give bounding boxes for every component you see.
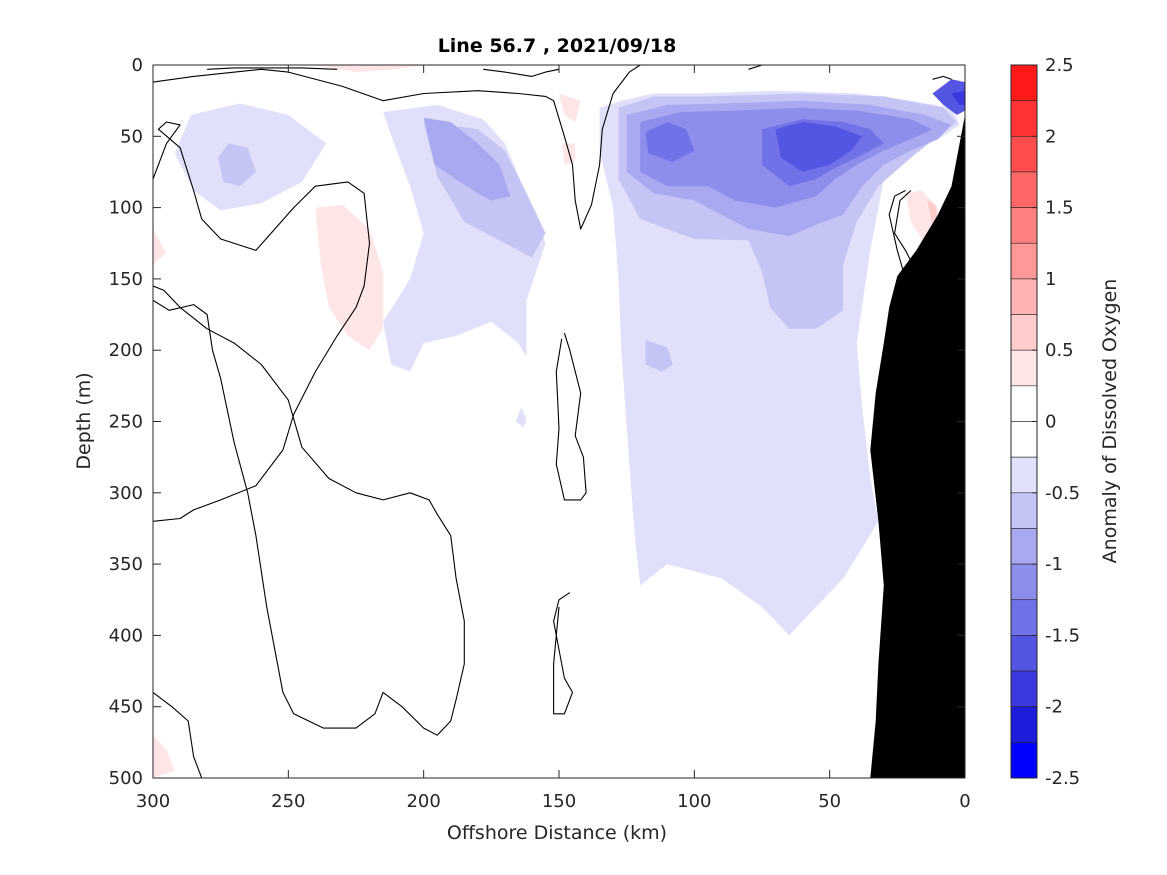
colorbar-level-7	[1010, 314, 1038, 351]
colorbar-level-9	[1010, 385, 1038, 422]
zero-contour-1	[153, 121, 371, 522]
zero-contour-0	[153, 65, 641, 230]
x-axis: 300 250 200 150 100 50 0	[136, 65, 971, 812]
zero-contour-5	[553, 592, 574, 715]
zero-contour-7	[483, 68, 560, 77]
chart-title: Line 56.7 , 2021/09/18	[438, 35, 677, 57]
colorbar-level-13	[1010, 528, 1038, 565]
y-tick-label: 250	[109, 412, 143, 433]
x-tick-label: 150	[542, 791, 576, 812]
anomaly-region-19	[153, 229, 167, 265]
x-tick-label: 300	[136, 791, 170, 812]
anomaly-region-22	[559, 93, 581, 122]
colorbar-tick-label: 2.5	[1045, 55, 1074, 76]
y-tick-label: 150	[109, 269, 143, 290]
colorbar-level-18	[1010, 706, 1038, 743]
anomaly-region-12	[932, 79, 965, 115]
colorbar-tick-label: 0	[1045, 412, 1056, 433]
anomaly-region-4	[423, 117, 511, 201]
colorbar-tick-label: 2	[1045, 126, 1056, 147]
y-tick-label: 350	[109, 554, 143, 575]
colorbar-level-5	[1010, 242, 1038, 280]
x-tick-label: 100	[677, 791, 711, 812]
colorbar-tick-label: -1	[1045, 554, 1063, 575]
zero-contour-9	[932, 75, 952, 80]
colorbar-level-3	[1010, 171, 1038, 208]
x-tick-label: 200	[406, 791, 440, 812]
zero-contour-6	[207, 67, 338, 70]
anomaly-region-16	[315, 204, 384, 351]
plot-area: 300 250 200 150 100 50 0 050100150200250300350…	[109, 55, 971, 812]
colorbar-level-19	[1010, 742, 1038, 779]
y-tick-label: 100	[109, 198, 143, 219]
anomaly-region-18	[927, 200, 938, 225]
y-axis-label: Depth (m)	[73, 372, 95, 469]
x-tick-label: 250	[271, 791, 305, 812]
zero-contour-3	[153, 691, 203, 778]
colorbar-tick-label: -1.5	[1045, 625, 1080, 646]
colorbar-level-6	[1010, 278, 1038, 315]
y-tick-label: 400	[109, 625, 143, 646]
colorbar-level-8	[1010, 349, 1038, 387]
colorbar-level-10	[1010, 421, 1038, 458]
colorbar: 2.5 2 1.5 1 0.5 0 -0.5 -1 -1.5 -2 -2.5	[1010, 55, 1080, 789]
zero-contour-layer	[153, 65, 952, 778]
colorbar-level-1	[1010, 100, 1038, 137]
anomaly-region-9	[645, 122, 695, 162]
colorbar-tick-label: 0.5	[1045, 340, 1074, 361]
y-tick-label: 450	[109, 697, 143, 718]
colorbar-level-16	[1010, 635, 1038, 672]
colorbar-level-12	[1010, 492, 1038, 529]
colorbar-label: Anomaly of Dissolved Oxygen	[1099, 279, 1121, 564]
y-axis: 0 50 100 150 200 250 300 350 400 450 500	[109, 55, 965, 789]
colorbar-level-11	[1010, 456, 1038, 494]
colorbar-tick-label: -0.5	[1045, 483, 1080, 504]
anomaly-region-21	[315, 65, 424, 73]
anomaly-region-13	[951, 90, 965, 105]
colorbar-level-2	[1010, 136, 1038, 173]
colorbar-ticks: 2.5 2 1.5 1 0.5 0 -0.5 -1 -1.5 -2 -2.5	[1032, 55, 1080, 789]
anomaly-region-1	[218, 143, 256, 187]
y-tick-label: 300	[109, 483, 143, 504]
colorbar-level-14	[1010, 563, 1038, 601]
zero-contour-2	[153, 285, 465, 736]
y-tick-label: 500	[109, 768, 143, 789]
zero-contour-4	[555, 332, 587, 501]
land-mask-layer	[870, 114, 965, 778]
x-axis-label: Offshore Distance (km)	[447, 822, 667, 844]
land-mask	[870, 114, 965, 778]
colorbar-level-17	[1010, 670, 1038, 707]
colorbar-level-0	[1010, 64, 1038, 101]
anomaly-region-14	[645, 340, 673, 372]
anomaly-region-15	[515, 407, 527, 428]
anomaly-region-23	[561, 143, 576, 165]
x-tick-label: 50	[818, 791, 841, 812]
colorbar-tick-label: -2.5	[1045, 768, 1080, 789]
colorbar-tick-label: 1	[1045, 269, 1056, 290]
x-tick-label: 0	[959, 791, 970, 812]
anomaly-region-11	[775, 122, 863, 172]
y-tick-label: 50	[120, 126, 143, 147]
colorbar-tick-label: -2	[1045, 697, 1063, 718]
anomaly-region-20	[153, 735, 175, 778]
y-tick-label: 200	[109, 340, 143, 361]
y-tick-label: 0	[132, 55, 143, 76]
colorbar-tick-label: 1.5	[1045, 198, 1074, 219]
colorbar-level-4	[1010, 207, 1038, 244]
zero-contour-8	[748, 65, 763, 70]
anomaly-fill-layer	[153, 65, 965, 778]
colorbar-level-15	[1010, 599, 1038, 636]
